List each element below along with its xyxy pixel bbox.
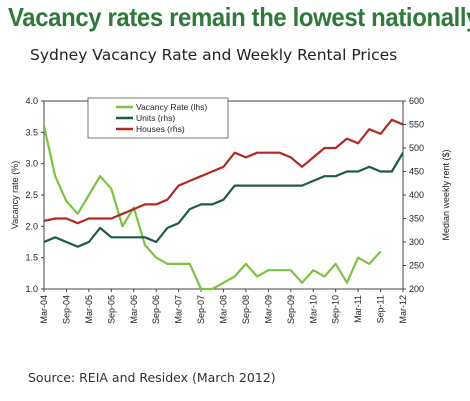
chart-title: Sydney Vacancy Rate and Weekly Rental Pr…	[30, 46, 398, 64]
right-tick-label: 200	[409, 284, 424, 294]
x-tick-label: Mar-06	[129, 295, 139, 324]
right-tick-label: 250	[409, 261, 424, 271]
x-tick-label: Sep-08	[241, 295, 251, 324]
x-tick-label: Mar-10	[308, 295, 318, 324]
x-tick-label: Mar-07	[174, 295, 184, 324]
x-tick-label: Sep-11	[376, 295, 386, 323]
x-tick-label: Sep-09	[286, 295, 296, 324]
y-left-axis-label: Vacancy rate (%)	[10, 161, 20, 229]
x-tick-label: Mar-05	[84, 295, 94, 324]
left-tick-label: 3.0	[25, 159, 38, 169]
x-tick-label: Mar-11	[353, 295, 363, 323]
series-line-units-rhs	[44, 152, 403, 248]
axes: 1.0 1.5 2.0 2.5 3.0 3.5 4.0 200 250 300 350 400 450 5…	[10, 96, 451, 324]
left-tick-label: 1.5	[25, 253, 38, 263]
right-tick-label: 350	[409, 214, 424, 224]
x-tick-label: Mar-09	[263, 295, 273, 324]
legend-entry: Vacancy Rate (lhs)	[136, 102, 207, 112]
x-tick-label: Mar-04	[39, 295, 49, 324]
y-right-axis-label: Median weekly rent ($)	[441, 149, 451, 240]
legend: Vacancy Rate (lhs)Units (rhs)Houses (rhs…	[87, 97, 229, 139]
left-tick-label: 2.0	[25, 221, 38, 231]
right-tick-label: 600	[409, 96, 424, 106]
series-line-vacancy-rate-lhs	[44, 125, 382, 291]
left-tick-label: 4.0	[25, 96, 38, 106]
legend-box	[87, 97, 229, 139]
right-tick-label: 550	[409, 120, 424, 130]
right-tick-label: 500	[409, 143, 424, 153]
x-tick-label: Mar-08	[219, 295, 229, 324]
left-tick-label: 2.5	[25, 190, 38, 200]
x-tick-label: Sep-05	[106, 295, 116, 324]
x-tick-label: Sep-04	[61, 295, 71, 324]
source-note: Source: REIA and Residex (March 2012)	[28, 370, 276, 385]
x-tick-label: Sep-07	[196, 295, 206, 324]
headline: Vacancy rates remain the lowest national…	[8, 2, 470, 32]
legend-entry: Units (rhs)	[136, 113, 175, 123]
left-tick-label: 3.5	[25, 127, 38, 137]
right-tick-label: 300	[409, 237, 424, 247]
right-tick-label: 450	[409, 167, 424, 177]
x-tick-label: Sep-06	[151, 295, 161, 324]
series-lines	[44, 118, 403, 291]
legend-entry: Houses (rhs)	[136, 124, 185, 134]
left-tick-label: 1.0	[25, 284, 38, 294]
right-tick-label: 400	[409, 190, 424, 200]
x-tick-label: Sep-10	[331, 295, 341, 324]
series-line-houses-rhs	[44, 118, 403, 225]
x-tick-label: Mar-12	[398, 295, 408, 324]
